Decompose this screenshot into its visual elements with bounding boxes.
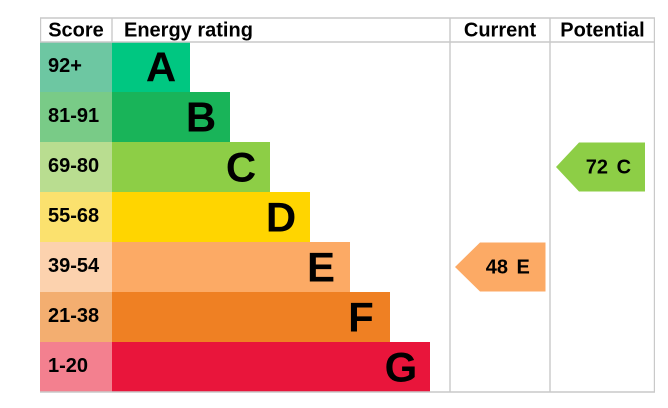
svg-text:G: G bbox=[385, 343, 418, 390]
svg-text:92+: 92+ bbox=[48, 55, 82, 77]
svg-text:69-80: 69-80 bbox=[48, 155, 99, 177]
svg-text:39-54: 39-54 bbox=[48, 255, 100, 277]
svg-text:48 E: 48 E bbox=[486, 256, 530, 278]
svg-text:Current: Current bbox=[464, 19, 537, 41]
svg-text:72 C: 72 C bbox=[586, 156, 631, 178]
svg-text:55-68: 55-68 bbox=[48, 205, 99, 227]
svg-text:E: E bbox=[307, 243, 335, 290]
svg-text:21-38: 21-38 bbox=[48, 305, 99, 327]
svg-text:D: D bbox=[266, 193, 296, 240]
svg-text:81-91: 81-91 bbox=[48, 105, 99, 127]
svg-text:C: C bbox=[226, 143, 256, 190]
svg-text:F: F bbox=[348, 293, 374, 340]
svg-text:A: A bbox=[146, 43, 176, 90]
svg-text:Score: Score bbox=[48, 19, 104, 41]
svg-text:B: B bbox=[186, 93, 216, 140]
svg-text:Energy rating: Energy rating bbox=[124, 19, 253, 41]
svg-text:1-20: 1-20 bbox=[48, 355, 88, 377]
svg-text:Potential: Potential bbox=[560, 19, 644, 41]
